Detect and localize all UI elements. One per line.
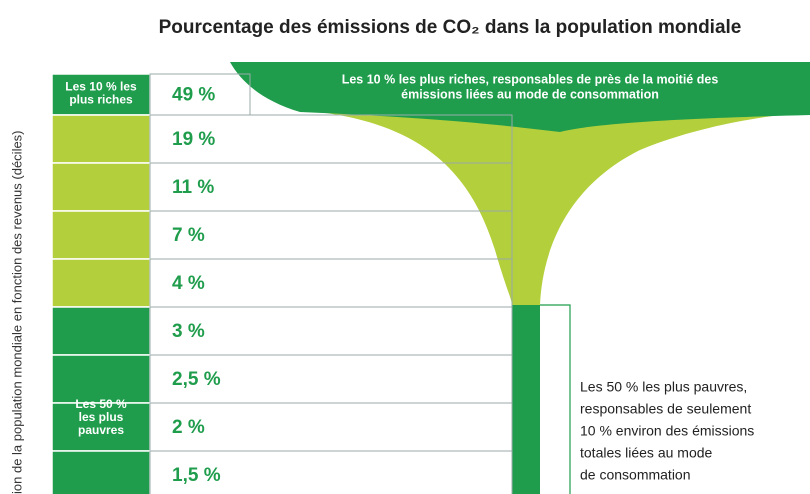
funnel-stem	[512, 305, 540, 494]
group-label: Les 10 % les	[65, 80, 137, 94]
value-label: 4 %	[172, 273, 205, 294]
group-cell	[51, 210, 151, 260]
group-label: pauvres	[78, 423, 124, 437]
group-cell	[51, 258, 151, 308]
value-row	[149, 450, 513, 494]
group-cell	[51, 402, 151, 452]
group-cell	[51, 306, 151, 356]
value-label: 2 %	[172, 417, 205, 438]
annotation-bracket	[540, 304, 571, 494]
top-annotation: émissions liées au mode de consommation	[401, 87, 659, 101]
group-cell	[51, 450, 151, 494]
group-label: plus riches	[69, 93, 133, 107]
group-label: les plus	[79, 410, 124, 424]
right-annotation: Les 50 % les plus pauvres,	[580, 379, 747, 395]
group-cell	[51, 162, 151, 212]
value-label: 19 %	[172, 129, 215, 150]
group-label: Les 50 %	[75, 397, 127, 411]
value-label: 3 %	[172, 321, 205, 342]
value-label: 11 %	[172, 177, 214, 198]
value-label: 49 %	[172, 85, 215, 106]
top-annotation: Les 10 % les plus riches, responsables d…	[342, 72, 719, 86]
y-axis-label: ion de la population mondiale en fonctio…	[9, 130, 24, 494]
value-label: 2,5 %	[172, 369, 221, 390]
chart-title: Pourcentage des émissions de CO₂ dans la…	[159, 17, 742, 38]
right-annotation: de consommation	[580, 467, 691, 483]
right-annotation: 10 % environ des émissions	[580, 423, 754, 439]
right-annotation: totales liées au mode	[580, 445, 713, 461]
value-label: 1,5 %	[172, 465, 221, 486]
group-cell	[51, 114, 151, 164]
funnel-body	[300, 110, 810, 305]
value-label: 7 %	[172, 225, 205, 246]
group-cell	[51, 354, 151, 404]
right-annotation: responsables de seulement	[580, 401, 751, 417]
